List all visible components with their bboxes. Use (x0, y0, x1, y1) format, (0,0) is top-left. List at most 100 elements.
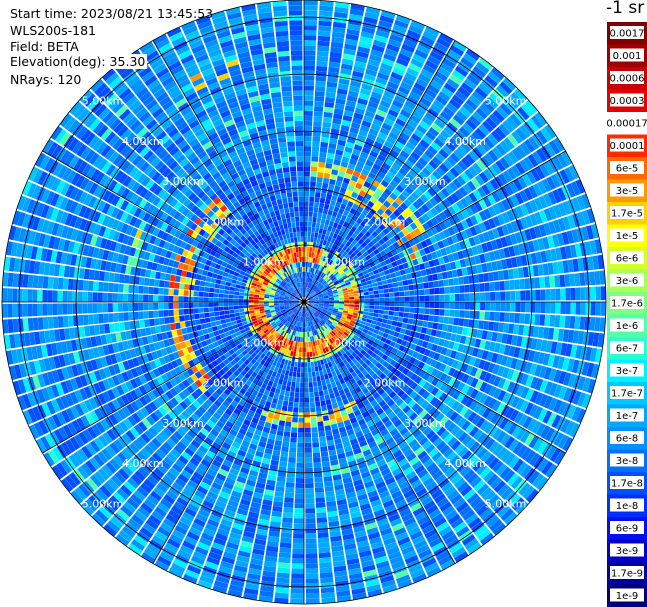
beta-cell (299, 306, 302, 312)
beta-cell (386, 263, 393, 269)
beta-cell (388, 330, 395, 336)
beta-cell (595, 286, 601, 301)
beta-cell (339, 335, 346, 341)
beta-cell (341, 314, 347, 318)
beta-cell (146, 415, 156, 426)
beta-cell (342, 324, 348, 330)
beta-cell (437, 66, 451, 78)
beta-cell (433, 194, 442, 204)
beta-cell (501, 487, 514, 500)
beta-cell (227, 450, 237, 459)
beta-cell (503, 137, 515, 150)
beta-cell (387, 345, 394, 352)
beta-cell (310, 166, 318, 172)
beta-cell (479, 393, 488, 404)
beta-cell (340, 354, 346, 361)
beta-cell (534, 211, 543, 225)
beta-cell (254, 429, 262, 436)
beta-cell (348, 236, 355, 243)
beta-cell (424, 295, 430, 302)
beta-cell (422, 213, 430, 222)
beta-cell (418, 225, 426, 234)
beta-cell (547, 262, 554, 275)
beta-cell (426, 253, 433, 261)
beta-cell (493, 249, 501, 260)
beta-cell (508, 246, 516, 257)
beta-cell (385, 274, 392, 280)
beta-cell (312, 351, 316, 357)
beta-cell (348, 243, 355, 250)
beta-cell (306, 316, 309, 322)
beta-cell (246, 319, 253, 324)
beta-cell (428, 244, 436, 253)
beta-cell (437, 402, 447, 412)
beta-cell (438, 459, 449, 470)
beta-cell (267, 535, 280, 543)
beta-cell (502, 120, 515, 133)
beta-cell (342, 533, 355, 541)
beta-cell (355, 430, 364, 438)
beta-cell (323, 358, 328, 364)
beta-cell (287, 406, 293, 412)
beta-cell (417, 339, 424, 347)
beta-cell (457, 481, 469, 493)
beta-cell (557, 202, 567, 217)
beta-cell (358, 41, 372, 49)
beta-cell (362, 512, 374, 521)
beta-cell (284, 320, 289, 326)
beta-cell (305, 513, 316, 519)
beta-cell (463, 78, 477, 90)
beta-cell (371, 342, 378, 349)
beta-cell (238, 380, 245, 388)
beta-cell (313, 313, 318, 318)
beta-cell (386, 546, 400, 556)
beta-cell (353, 307, 359, 311)
beta-cell (325, 378, 331, 385)
beta-cell (301, 316, 303, 322)
beta-cell (113, 411, 123, 423)
beta-cell (595, 302, 601, 316)
beta-cell (486, 410, 496, 422)
beta-cell (552, 355, 560, 369)
beta-cell (294, 303, 300, 306)
beta-cell (134, 387, 143, 398)
beta-cell (405, 493, 418, 504)
beta-cell (365, 137, 375, 146)
beta-cell (324, 275, 329, 281)
beta-cell (432, 75, 446, 86)
beta-cell (201, 570, 216, 580)
beta-cell (322, 229, 327, 235)
beta-cell (250, 501, 262, 509)
beta-cell (377, 317, 383, 323)
beta-cell (266, 345, 272, 351)
beta-cell (309, 392, 314, 398)
beta-cell (416, 544, 430, 555)
beta-cell (374, 325, 381, 331)
beta-cell (312, 285, 317, 291)
beta-cell (288, 396, 294, 402)
beta-cell (231, 320, 237, 326)
beta-cell (519, 278, 525, 290)
beta-cell (383, 53, 397, 62)
beta-cell (304, 307, 306, 312)
beta-cell (85, 413, 95, 426)
beta-cell (191, 344, 199, 352)
beta-cell (410, 373, 418, 382)
beta-cell (353, 112, 364, 120)
beta-cell (412, 337, 419, 345)
beta-cell (323, 305, 329, 308)
beta-cell (331, 249, 337, 256)
beta-cell (262, 426, 271, 434)
beta-cell (253, 455, 263, 463)
beta-cell (468, 517, 482, 529)
beta-cell (358, 358, 365, 366)
beta-cell (359, 298, 365, 302)
beta-cell (401, 485, 413, 495)
beta-cell (401, 228, 409, 236)
beta-cell (483, 490, 497, 503)
beta-cell (476, 329, 483, 339)
beta-cell (309, 402, 315, 408)
beta-cell (292, 538, 304, 544)
beta-cell (341, 156, 350, 163)
beta-cell (263, 453, 272, 460)
